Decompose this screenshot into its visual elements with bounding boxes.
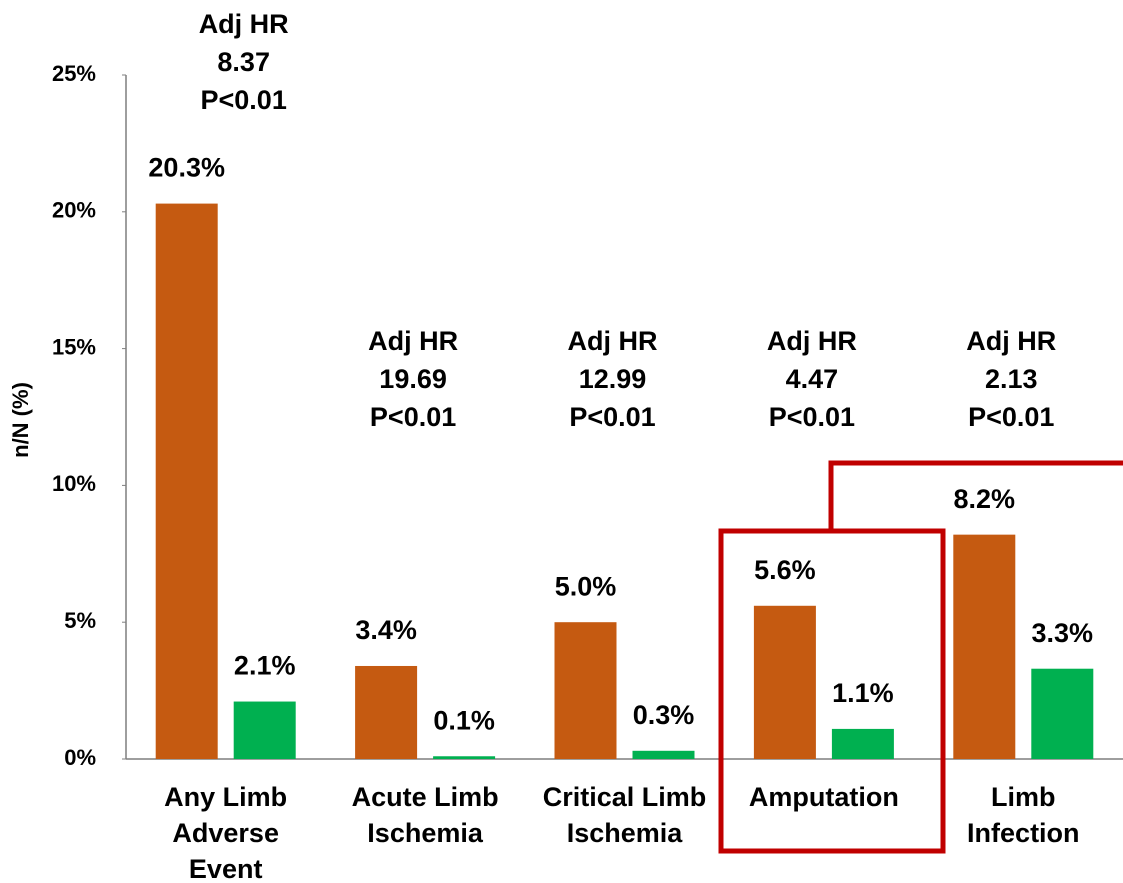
value-label: 20.3%	[148, 153, 225, 183]
x-tick-label: Critical Limb Ischemia	[542, 782, 707, 848]
bar	[233, 701, 296, 759]
value-label: 0.1%	[433, 705, 495, 735]
bar	[953, 534, 1016, 759]
highlight-connector	[828, 460, 1123, 531]
x-tick-label: Limb Infection	[967, 782, 1080, 848]
bar	[753, 605, 816, 759]
hr-annotation: Adj HR 19.69 P<0.01	[368, 326, 459, 432]
value-label: 3.4%	[355, 615, 417, 645]
value-label: 5.6%	[754, 555, 816, 585]
value-label: 2.1%	[234, 651, 296, 681]
y-tick-label: 5%	[64, 608, 96, 633]
y-tick-label: 25%	[52, 61, 96, 86]
bar	[155, 203, 218, 760]
y-tick-label: 20%	[52, 198, 96, 223]
bar	[355, 665, 418, 759]
x-tick-label: Any Limb Adverse Event	[164, 782, 288, 883]
x-tick-label: Amputation	[748, 782, 899, 812]
hr-annotation: Adj HR 12.99 P<0.01	[567, 326, 658, 432]
bar	[554, 622, 617, 759]
value-label: 8.2%	[954, 484, 1016, 514]
hr-annotation: Adj HR 8.37 P<0.01	[198, 9, 289, 115]
value-label: 3.3%	[1032, 618, 1094, 648]
bar	[831, 728, 894, 759]
hr-annotation: Adj HR 4.47 P<0.01	[766, 326, 857, 432]
hr-annotation: Adj HR 2.13 P<0.01	[966, 326, 1057, 432]
bar	[433, 756, 496, 759]
y-tick-label: 0%	[64, 745, 96, 770]
y-tick-label: 10%	[52, 471, 96, 496]
y-axis-title: n/N (%)	[8, 382, 33, 458]
bar	[632, 750, 695, 759]
y-tick-label: 15%	[52, 334, 96, 359]
x-tick-label: Acute Limb Ischemia	[351, 782, 499, 848]
value-label: 0.3%	[633, 700, 695, 730]
value-label: 1.1%	[832, 678, 894, 708]
bar	[1031, 668, 1094, 759]
value-label: 5.0%	[555, 571, 617, 601]
